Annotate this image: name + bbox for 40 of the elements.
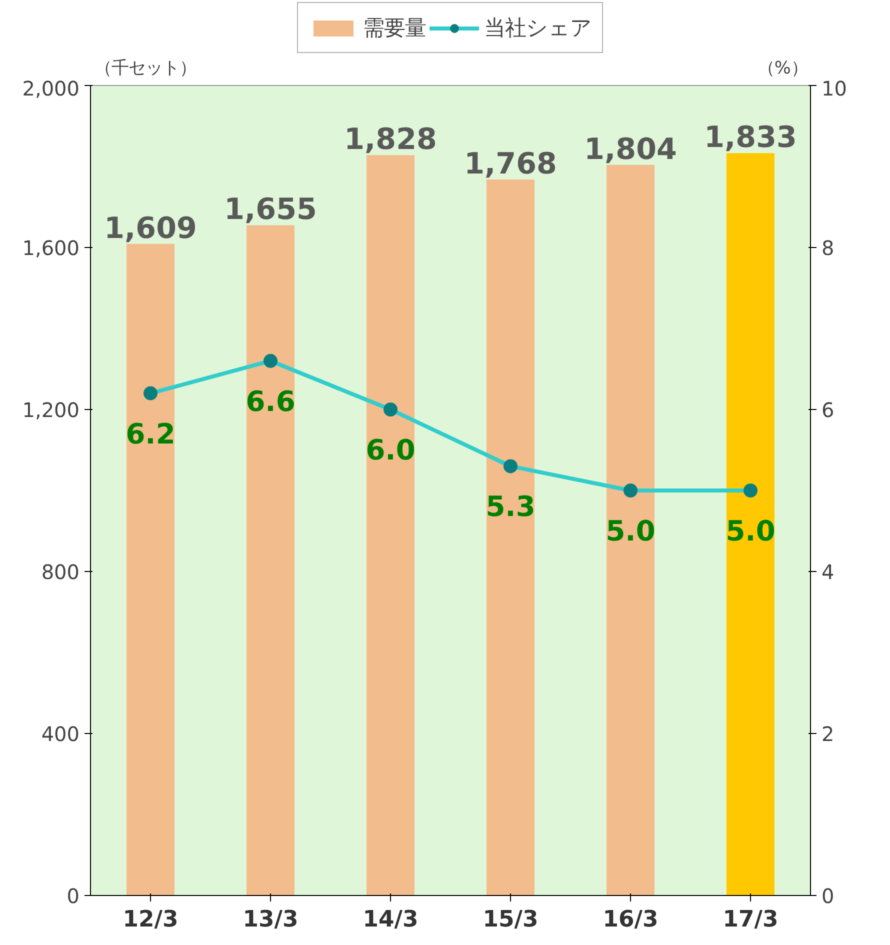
x-tick-label: 17/3 [722, 906, 778, 932]
legend-label: 需要量 [363, 15, 426, 42]
legend-label: 当社シェア [484, 15, 592, 42]
bar [606, 164, 654, 896]
y2-axis-title: （%） [757, 58, 808, 78]
bar [726, 153, 774, 896]
y2-tick-label: 2 [822, 722, 834, 746]
bar [246, 225, 294, 896]
x-tick-label: 12/3 [122, 906, 178, 932]
y2-tick-label: 4 [822, 560, 834, 584]
data-label: 1,609 [104, 210, 197, 245]
y2-tick-label: 10 [822, 76, 847, 100]
data-label: 6.0 [366, 434, 416, 466]
bar [126, 244, 174, 896]
x-tick-label: 13/3 [242, 906, 298, 932]
y-tick-label: 2,000 [22, 76, 80, 100]
data-label: 1,828 [344, 122, 437, 156]
y-axis-title: （千セット） [94, 58, 197, 78]
data-label: 5.3 [486, 490, 536, 524]
y-tick-label: 1,600 [22, 236, 80, 260]
y2-tick-label: 8 [822, 236, 834, 260]
data-label: 5.0 [726, 514, 776, 548]
y-tick-label: 800 [41, 560, 80, 584]
y2-tick-label: 0 [822, 884, 834, 908]
data-label: 1,768 [464, 146, 557, 180]
data-label: 5.0 [606, 514, 656, 548]
bar [366, 155, 414, 896]
data-label: 1,655 [224, 192, 317, 226]
x-tick-label: 14/3 [362, 906, 418, 932]
data-label: 1,833 [704, 120, 797, 154]
y-tick-label: 400 [41, 722, 80, 746]
bar [486, 179, 534, 896]
y-tick-label: 1,200 [22, 398, 80, 422]
y2-tick-label: 6 [822, 398, 834, 422]
data-label: 6.2 [126, 417, 176, 450]
data-label: 6.6 [246, 384, 296, 418]
data-label: 1,804 [584, 132, 677, 166]
x-tick-label: 15/3 [482, 906, 538, 932]
y-tick-label: 0 [66, 884, 80, 908]
x-tick-label: 16/3 [602, 906, 658, 932]
